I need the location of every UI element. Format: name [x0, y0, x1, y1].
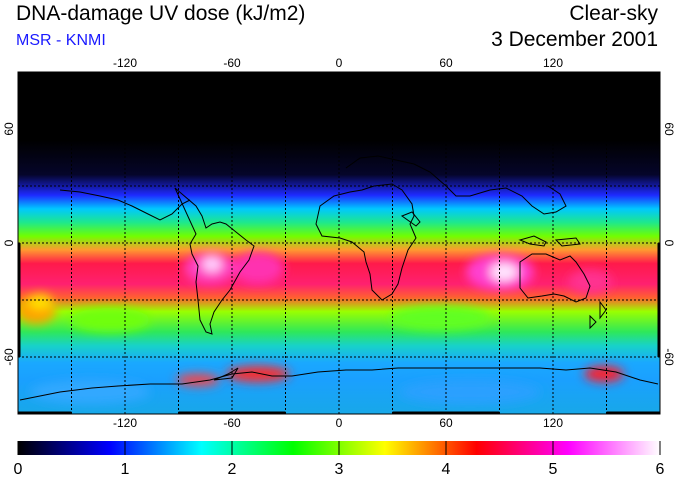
colorbar-label: 4	[442, 461, 451, 478]
colorbar-labels: 0 1 2 3 4 5 6	[14, 461, 665, 478]
lat-tick-label-right: 60	[662, 122, 676, 136]
colorbar-label: 1	[121, 461, 130, 478]
colorbar-label: 0	[14, 461, 23, 478]
lon-tick-label-bottom: 120	[543, 416, 563, 430]
lon-tick-label-bottom: -120	[113, 416, 137, 430]
latitude-labels-left: 60 0 -60	[2, 122, 16, 366]
lat-tick-label-left: 0	[2, 239, 16, 246]
lat-tick-label-right: 0	[662, 240, 676, 247]
lon-tick-label-top: -120	[113, 56, 137, 70]
colorbar-label: 2	[228, 461, 237, 478]
colorbar-label: 3	[335, 461, 344, 478]
longitude-labels-bottom: -120 -60 0 60 120	[113, 416, 563, 430]
colorbar-label: 6	[656, 461, 665, 478]
lat-tick-label-right: -60	[662, 348, 676, 366]
graticule	[18, 72, 660, 414]
map-frame	[17, 71, 661, 415]
colorbar-ticks	[17, 441, 661, 455]
lon-tick-label-bottom: 60	[439, 416, 453, 430]
uv-hotspots	[18, 252, 624, 404]
lon-tick-label-top: 0	[336, 56, 343, 70]
colorbar-label: 5	[549, 461, 558, 478]
sky-condition-label: Clear-sky	[569, 2, 658, 25]
lon-tick-label-top: 120	[543, 56, 563, 70]
lon-tick-label-top: 60	[439, 56, 453, 70]
longitude-labels-top: -120 -60 0 60 120	[113, 56, 563, 70]
lon-tick-label-bottom: 0	[336, 416, 343, 430]
lat-tick-label-left: 60	[2, 122, 16, 136]
latitude-labels-right: 60 0 -60	[662, 122, 676, 366]
map-title: DNA-damage UV dose (kJ/m2)	[16, 2, 306, 25]
lon-tick-label-top: -60	[223, 56, 241, 70]
lat-tick-label-left: -60	[2, 348, 16, 366]
data-source-label: MSR - KNMI	[16, 32, 106, 49]
date-label: 3 December 2001	[491, 28, 658, 51]
lon-tick-label-bottom: -60	[223, 416, 241, 430]
